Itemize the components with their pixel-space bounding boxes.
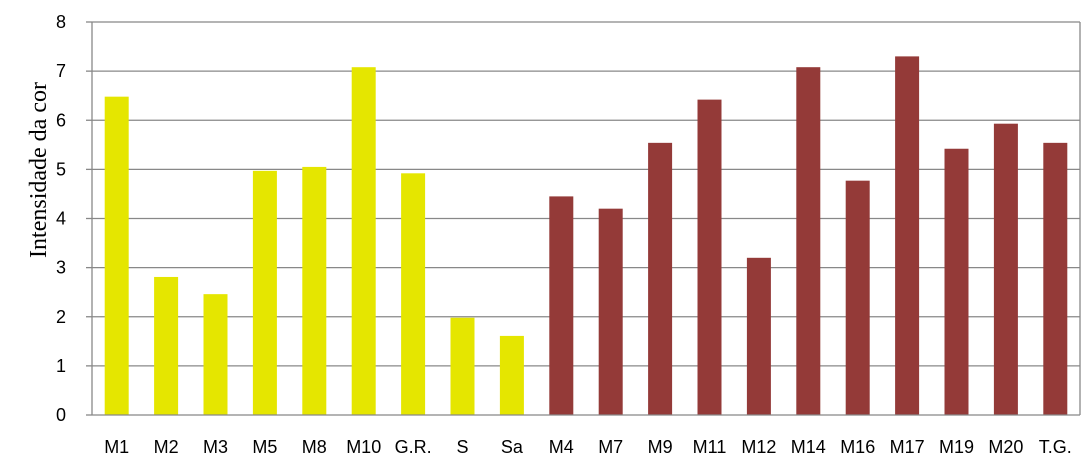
bars <box>104 56 1068 416</box>
bar <box>845 180 870 415</box>
bar <box>104 96 129 416</box>
bar <box>549 196 574 415</box>
bar <box>796 67 821 415</box>
bar <box>401 173 426 415</box>
y-tick-label: 6 <box>56 110 66 130</box>
x-tick-labels: M1 M2 M3 M5 M8 M10 G.R. S Sa M4 M7 M9 M11 M12 M14 M16 M1… <box>104 437 1072 457</box>
x-tick-label: M2 <box>154 437 179 457</box>
x-tick-label: M17 <box>890 437 925 457</box>
x-tick-label: M8 <box>302 437 327 457</box>
y-tick-label: 1 <box>56 356 66 376</box>
x-tick-label: M5 <box>252 437 277 457</box>
x-tick-label: G.R. <box>395 437 432 457</box>
y-tick-labels: 0 1 2 3 4 5 6 7 8 <box>56 12 66 425</box>
x-tick-label: M14 <box>791 437 826 457</box>
x-tick-label: M20 <box>988 437 1023 457</box>
x-tick-label: M7 <box>598 437 623 457</box>
bar <box>252 170 277 415</box>
bar <box>944 148 969 415</box>
bar <box>203 294 228 415</box>
y-tick-label: 7 <box>56 61 66 81</box>
bar <box>598 208 623 415</box>
x-tick-label: M1 <box>104 437 129 457</box>
y-tick-label: 2 <box>56 307 66 327</box>
bar <box>746 257 771 415</box>
y-tick-label: 0 <box>56 405 66 425</box>
y-axis-title: Intensidade da cor <box>26 82 52 258</box>
x-tick-label: T.G. <box>1039 437 1072 457</box>
y-tick-label: 8 <box>56 12 66 32</box>
bar <box>1043 142 1068 415</box>
x-tick-label: M19 <box>939 437 974 457</box>
y-tick-label: 4 <box>56 209 66 229</box>
x-tick-label: M10 <box>346 437 381 457</box>
bar <box>697 99 722 416</box>
bar <box>302 166 327 415</box>
x-tick-label: M16 <box>840 437 875 457</box>
x-tick-label: M9 <box>648 437 673 457</box>
x-tick-label: M12 <box>741 437 776 457</box>
x-tick-label: S <box>456 437 468 457</box>
y-tick-label: 5 <box>56 159 66 179</box>
bar <box>351 67 376 415</box>
bar <box>648 142 673 415</box>
axes <box>86 21 1080 416</box>
bar <box>993 123 1018 415</box>
bar <box>895 56 920 415</box>
gridlines <box>92 21 1081 415</box>
bar <box>499 335 524 415</box>
x-tick-label: Sa <box>501 437 524 457</box>
x-tick-label: M11 <box>693 437 727 457</box>
x-tick-label: M3 <box>203 437 228 457</box>
y-tick-label: 3 <box>56 258 66 278</box>
bar <box>450 317 475 415</box>
bar <box>154 276 179 415</box>
x-tick-label: M4 <box>549 437 574 457</box>
